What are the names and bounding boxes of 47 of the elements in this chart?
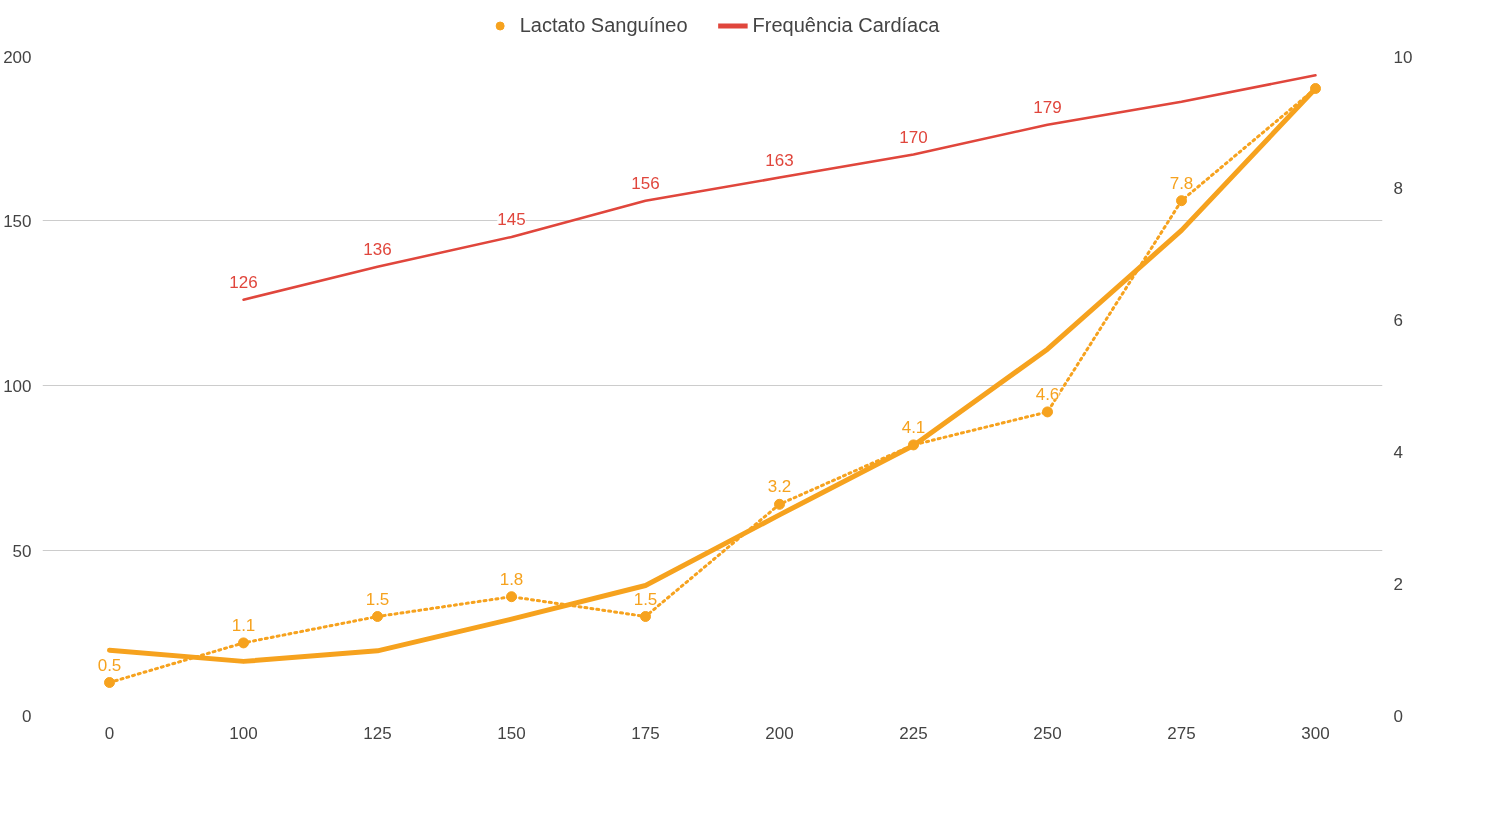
y-tick-label: 150 [3, 211, 32, 231]
data-label: 136 [363, 239, 392, 259]
data-label: 126 [229, 272, 258, 292]
point [104, 677, 115, 688]
y2-tick-label: 2 [1393, 574, 1403, 594]
data-label: 7.8 [1169, 173, 1194, 193]
point [1042, 406, 1053, 418]
y2-tick-label: 6 [1393, 310, 1403, 330]
x-tick-label: 250 [1033, 723, 1062, 743]
y2-tick-label: 4 [1393, 442, 1403, 462]
data-label: 4.6 [1035, 384, 1060, 404]
y-tick-label: 0 [22, 706, 32, 726]
x-tick-label: 0 [104, 723, 115, 743]
point [774, 498, 785, 510]
data-label: 1.1 [231, 615, 256, 635]
x-tick-label: 225 [899, 723, 928, 743]
data-label: 4.1 [901, 417, 926, 437]
point [506, 591, 517, 603]
point [640, 611, 651, 622]
y-tick-label: 50 [12, 541, 32, 561]
point [238, 637, 249, 649]
data-label: 1.5 [633, 589, 658, 609]
data-label: 156 [631, 173, 660, 193]
data-label: 3.2 [767, 477, 792, 497]
x-tick-label: 275 [1167, 723, 1196, 743]
data-label: 179 [1033, 97, 1062, 117]
x-tick-label: 200 [765, 723, 794, 743]
legend-label: Frequência Cardíaca [752, 13, 940, 37]
data-label: 1.5 [365, 589, 390, 609]
x-tick-label: 175 [631, 723, 660, 743]
data-label: 1.8 [499, 569, 524, 589]
y-tick-label: 200 [3, 47, 32, 67]
y2-tick-label: 0 [1393, 706, 1403, 726]
data-label: 170 [899, 127, 928, 147]
x-tick-label: 150 [497, 723, 526, 743]
y2-tick-label: 10 [1393, 47, 1413, 67]
x-tick-label: 100 [229, 723, 258, 743]
y-tick-label: 100 [3, 376, 32, 396]
y2-tick-label: 8 [1393, 178, 1403, 198]
point [372, 611, 383, 622]
data-label: 163 [765, 150, 794, 170]
legend-label: Lactato Sanguíneo [519, 13, 688, 37]
point [1176, 195, 1187, 207]
x-tick-label: 125 [363, 723, 392, 743]
data-label: 0.5 [97, 655, 122, 675]
data-label: 145 [497, 210, 526, 229]
x-tick-label: 300 [1301, 723, 1330, 743]
